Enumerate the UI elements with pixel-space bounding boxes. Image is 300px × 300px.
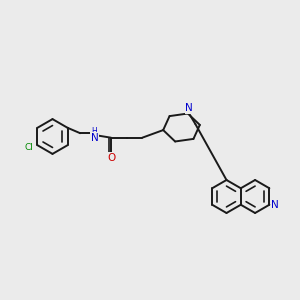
Text: N: N [272,200,279,210]
Text: N: N [185,103,193,113]
Text: Cl: Cl [25,143,34,152]
Text: N: N [91,133,98,143]
Text: O: O [107,153,115,163]
Text: H: H [92,127,98,136]
